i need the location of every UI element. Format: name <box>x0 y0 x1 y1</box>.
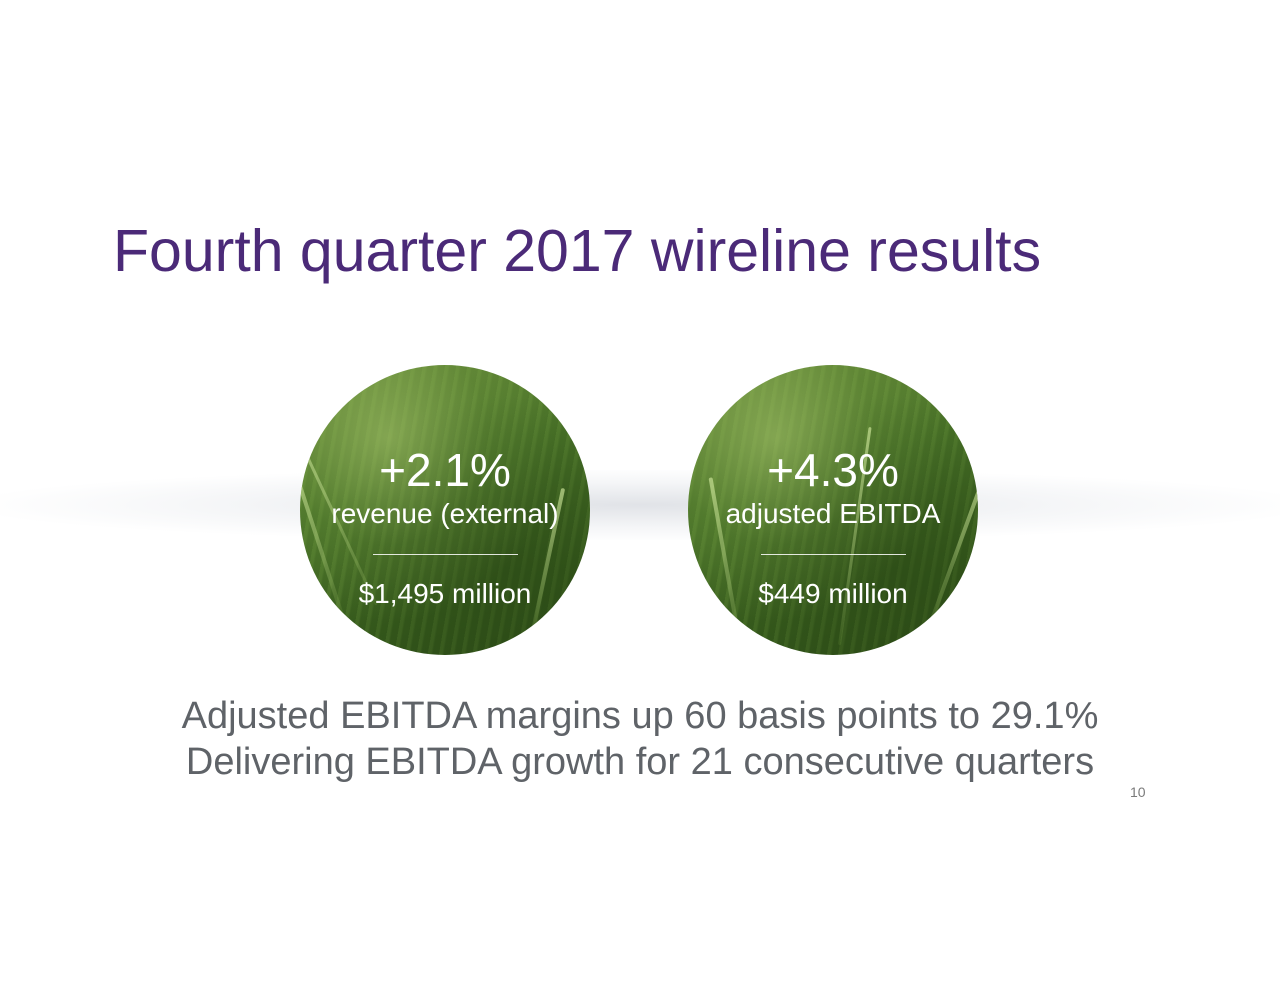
page-number: 10 <box>1130 784 1146 800</box>
metric-label: revenue (external) <box>331 498 559 529</box>
metric-circle-revenue: +2.1% revenue (external) $1,495 million <box>300 365 590 655</box>
slide-title: Fourth quarter 2017 wireline results <box>113 218 1042 284</box>
metric-divider <box>373 554 518 555</box>
background-swoosh <box>0 470 1280 540</box>
summary-line: Adjusted EBITDA margins up 60 basis poin… <box>181 695 1099 737</box>
metric-circle-ebitda: +4.3% adjusted EBITDA $449 million <box>688 365 978 655</box>
metric-amount: $1,495 million <box>358 578 532 609</box>
metric-change: +4.3% <box>767 444 899 496</box>
summary-text: Adjusted EBITDA margins up 60 basis poin… <box>0 693 1280 785</box>
summary-line: Delivering EBITDA growth for 21 consecut… <box>185 741 1095 783</box>
metric-divider <box>761 554 906 555</box>
metric-change: +2.1% <box>379 444 511 496</box>
metric-amount: $449 million <box>758 578 908 609</box>
metric-label: adjusted EBITDA <box>725 498 941 529</box>
